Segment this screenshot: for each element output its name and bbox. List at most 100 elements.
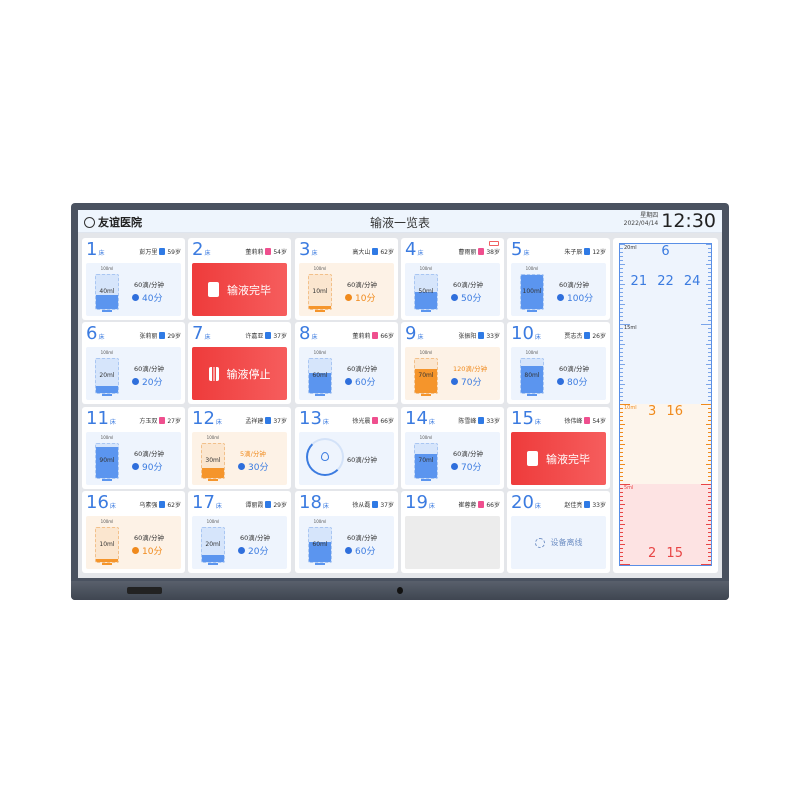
clock-icon [557,294,564,301]
bed-card[interactable]: 9床 张振阳 33岁 100ml 70ml 120滴/分钟 70分 [401,322,504,404]
ruler-tick [620,440,623,441]
female-gender-icon [265,248,272,255]
remaining-time: 60分 [345,375,375,388]
patient-name: 谭丽霞 [245,502,264,509]
drip-rate: 60滴/分钟 [347,534,377,542]
bottle-fill [202,555,224,562]
camera-icon [397,587,403,594]
patient-age: 37岁 [380,502,394,509]
infusion-panel: 100ml 60ml 60滴/分钟 60分 [299,516,394,569]
clock-icon [345,294,352,301]
status-message: 输液完毕 [227,283,271,297]
infusion-bag-icon [208,282,219,297]
bottle-fill [96,386,118,393]
drip-rate: 60滴/分钟 [347,281,377,289]
bed-suffix: 床 [534,419,541,426]
ruler-tick [708,268,711,269]
ruler-tick [620,252,623,253]
bottle-volume: 90ml [99,457,115,464]
bed-card[interactable]: 10床 贾志杰 26岁 100ml 80ml 60滴/分钟 80分 [507,322,610,404]
patient-age: 29岁 [273,502,287,509]
patient-info: 许嘉亚 37岁 [245,331,287,340]
bed-card[interactable]: 6床 张莉丽 29岁 100ml 20ml 60滴/分钟 20分 [82,322,185,404]
clock-icon [132,547,139,554]
patient-info: 陈雪峰 33岁 [458,416,500,425]
ruler-tick [708,412,711,413]
ruler-tick [708,316,711,317]
ruler-tick [708,320,711,321]
female-gender-icon [478,501,485,508]
bottle-icon [201,443,225,479]
male-gender-icon [372,501,379,508]
bottle-volume: 20ml [99,372,115,379]
clock-icon [557,378,564,385]
infusion-panel: 100ml 40ml 60滴/分钟 40分 [86,263,181,316]
bed-card[interactable]: 4床 曹雨丽 38岁 100ml 50ml 60滴/分钟 50分 [401,238,504,320]
bed-card[interactable]: 7床 许嘉亚 37岁 输液停止 [188,322,291,404]
ruler-tick [620,472,623,473]
bottle-icon [520,274,544,310]
patient-info: 朱子辰 12岁 [564,247,606,256]
remaining-time: 90分 [132,460,162,473]
remaining-time: 50分 [451,291,481,304]
ruler-tick [708,496,711,497]
bed-number: 3床 [299,239,317,265]
bed-number-value: 10 [511,323,534,344]
bed-card[interactable]: 11床 方玉双 27岁 100ml 90ml 60滴/分钟 90分 [82,407,185,489]
bottle-base [421,394,431,396]
ruler-tick [620,348,623,349]
ruler-tick [708,492,711,493]
bottle-fill [202,467,224,478]
ruler-tick [620,420,623,421]
ruler-tick [708,452,711,453]
ruler-tick [708,472,711,473]
ruler-tick [708,520,711,521]
bottle-base [527,310,537,312]
drip-rate: 60滴/分钟 [134,365,164,373]
ruler-tick [706,264,711,265]
bed-card[interactable]: 20床 赵佳亮 33岁 设备离线 [507,491,610,573]
ruler-tick [620,292,623,293]
bottle-volume: 30ml [205,457,221,464]
bed-card[interactable]: 18床 徐从磊 37岁 100ml 60ml 60滴/分钟 60分 [295,491,398,573]
ruler-tick [620,260,623,261]
ruler-tick [620,480,623,481]
bed-card[interactable]: 1床 彭万里 59岁 100ml 40ml 60滴/分钟 40分 [82,238,185,320]
bottle-base [315,310,325,312]
bed-card[interactable]: 15床 徐伟峰 54岁 输液完毕 [507,407,610,489]
bed-suffix: 床 [523,250,530,257]
monitor-bezel [71,581,729,600]
patient-info: 彭万里 59岁 [139,247,181,256]
bed-card[interactable]: 5床 朱子辰 12岁 100ml 100ml 60滴/分钟 100分 [507,238,610,320]
patient-age: 66岁 [380,418,394,425]
ruler-tick [620,524,625,525]
bed-number: 8床 [299,323,317,349]
bottle-icon [95,358,119,394]
ruler-tick [620,504,625,505]
bed-card[interactable]: 17床 谭丽霞 29岁 100ml 20ml 60滴/分钟 20分 [188,491,291,573]
bottle-base [421,310,431,312]
bottle-capacity: 100ml [206,519,220,524]
clock-icon [345,547,352,554]
bottle-base [208,479,218,481]
bed-card[interactable]: 14床 陈雪峰 33岁 100ml 70ml 60滴/分钟 70分 [401,407,504,489]
female-gender-icon [478,248,485,255]
bottle-base [315,394,325,396]
bottle-base [102,310,112,312]
bed-card[interactable]: 13床 徐光晨 66岁 60滴/分钟 [295,407,398,489]
bottle-fill [309,541,331,562]
bed-card[interactable]: 16床 乌素强 62岁 100ml 10ml 60滴/分钟 10分 [82,491,185,573]
bed-card[interactable]: 3床 高大山 62岁 100ml 10ml 60滴/分钟 10分 [295,238,398,320]
bed-card[interactable]: 2床 董莉莉 54岁 输液完毕 [188,238,291,320]
remaining-value: 90分 [142,463,163,473]
bed-card[interactable]: 8床 董莉莉 66岁 100ml 60ml 60滴/分钟 60分 [295,322,398,404]
bed-card[interactable]: 12床 孟祥建 37岁 100ml 30ml 5滴/分钟 30分 [188,407,291,489]
bed-card[interactable]: 19床 崔蓉蓉 66岁 [401,491,504,573]
ruler-tick [708,332,711,333]
bed-number-value: 15 [511,408,534,429]
power-button[interactable] [127,587,162,594]
clock-icon [451,463,458,470]
male-gender-icon [265,501,272,508]
infusion-panel: 100ml 20ml 60滴/分钟 20分 [192,516,287,569]
bottle-capacity: 100ml [100,266,114,271]
